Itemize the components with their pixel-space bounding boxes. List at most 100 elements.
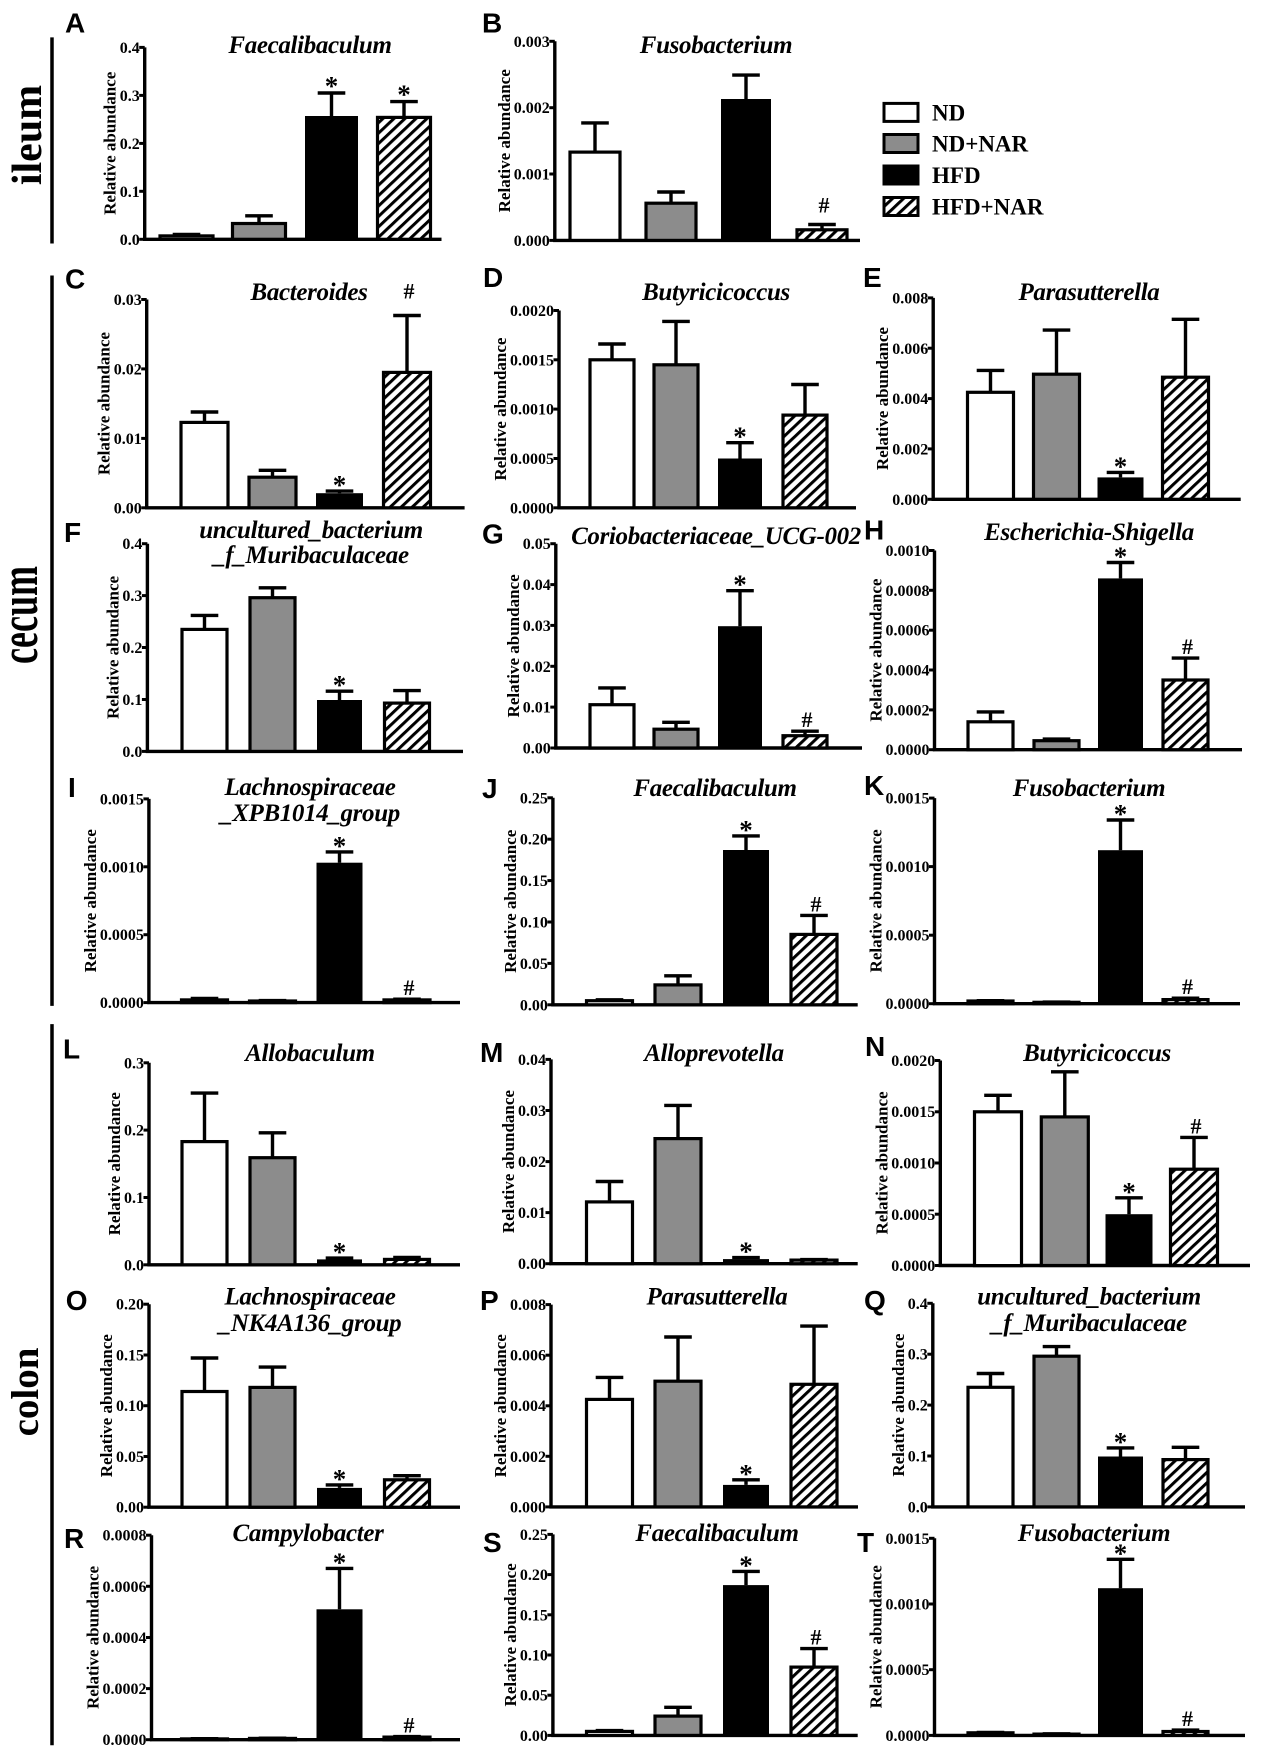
svg-text:Faecalibaculum: Faecalibaculum xyxy=(632,775,796,802)
svg-text:0.0000: 0.0000 xyxy=(103,1732,147,1749)
svg-text:0.05: 0.05 xyxy=(523,536,551,553)
svg-text:0.0005: 0.0005 xyxy=(510,451,554,468)
svg-text:M: M xyxy=(480,1037,503,1068)
svg-text:Relative abundance: Relative abundance xyxy=(872,1091,891,1235)
svg-text:0.10: 0.10 xyxy=(520,915,548,932)
svg-text:0.0010: 0.0010 xyxy=(891,1156,935,1173)
svg-text:0.0002: 0.0002 xyxy=(103,1681,147,1698)
svg-text:0.0000: 0.0000 xyxy=(891,1258,935,1275)
svg-text:0.3: 0.3 xyxy=(122,588,142,605)
svg-text:Relative abundance: Relative abundance xyxy=(103,576,122,720)
svg-text:0.15: 0.15 xyxy=(520,1607,548,1624)
svg-text:#: # xyxy=(404,1713,415,1738)
svg-text:#: # xyxy=(1191,1113,1202,1138)
svg-text:#: # xyxy=(1182,974,1193,999)
svg-text:0.05: 0.05 xyxy=(116,1449,144,1466)
svg-text:0.1: 0.1 xyxy=(124,1190,144,1207)
svg-text:0.00: 0.00 xyxy=(520,1728,548,1745)
svg-text:0.008: 0.008 xyxy=(892,290,928,307)
svg-text:0.4: 0.4 xyxy=(908,1296,928,1313)
svg-text:S: S xyxy=(483,1527,502,1558)
svg-text:G: G xyxy=(482,519,504,550)
svg-text:cecum: cecum xyxy=(0,566,49,664)
svg-text:0.001: 0.001 xyxy=(514,167,550,184)
svg-text:0.0005: 0.0005 xyxy=(886,1662,930,1679)
svg-text:*: * xyxy=(739,1550,753,1580)
svg-text:0.3: 0.3 xyxy=(908,1347,928,1364)
svg-text:Faecalibaculum: Faecalibaculum xyxy=(634,1520,798,1547)
svg-text:Fusobacterium: Fusobacterium xyxy=(639,32,792,59)
svg-text:0.25: 0.25 xyxy=(520,1527,548,1544)
svg-text:Campylobacter: Campylobacter xyxy=(233,1520,385,1547)
svg-text:uncultured_bacterium: uncultured_bacterium xyxy=(199,517,423,544)
svg-text:Alloprevotella: Alloprevotella xyxy=(642,1040,784,1067)
svg-text:0.00: 0.00 xyxy=(523,741,551,758)
svg-text:0.00: 0.00 xyxy=(116,1500,144,1517)
svg-text:#: # xyxy=(404,279,415,304)
svg-text:#: # xyxy=(819,193,830,218)
svg-text:0.3: 0.3 xyxy=(120,88,140,105)
svg-text:ND+NAR: ND+NAR xyxy=(932,132,1029,157)
svg-text:0.10: 0.10 xyxy=(116,1398,144,1415)
svg-text:0.0004: 0.0004 xyxy=(103,1630,147,1647)
svg-text:*: * xyxy=(1122,1177,1136,1207)
svg-text:*: * xyxy=(1114,542,1128,572)
svg-text:*: * xyxy=(1114,1538,1128,1568)
svg-text:Butyricicoccus: Butyricicoccus xyxy=(1022,1040,1171,1067)
svg-text:I: I xyxy=(68,772,76,803)
svg-text:0.0005: 0.0005 xyxy=(100,927,144,944)
svg-text:Allobaculum: Allobaculum xyxy=(243,1040,375,1067)
svg-text:Relative abundance: Relative abundance xyxy=(95,332,114,476)
svg-text:*: * xyxy=(397,80,411,110)
svg-text:Relative abundance: Relative abundance xyxy=(491,337,510,481)
svg-text:0.0000: 0.0000 xyxy=(886,742,930,759)
svg-text:HFD: HFD xyxy=(932,163,981,188)
svg-text:F: F xyxy=(64,517,81,548)
svg-text:Relative abundance: Relative abundance xyxy=(501,829,520,973)
svg-text:0.04: 0.04 xyxy=(523,577,551,594)
svg-text:0.2: 0.2 xyxy=(122,640,142,657)
svg-text:0.15: 0.15 xyxy=(520,873,548,890)
svg-text:L: L xyxy=(63,1033,80,1064)
svg-text:*: * xyxy=(739,815,753,845)
svg-text:Relative abundance: Relative abundance xyxy=(867,578,886,722)
svg-text:R: R xyxy=(64,1523,84,1554)
svg-text:Relative abundance: Relative abundance xyxy=(84,1566,103,1710)
svg-text:0.0000: 0.0000 xyxy=(886,996,930,1013)
svg-text:*: * xyxy=(739,1459,753,1489)
svg-text:Relative abundance: Relative abundance xyxy=(81,829,100,973)
svg-text:#: # xyxy=(404,975,415,1000)
svg-text:D: D xyxy=(483,262,503,293)
svg-text:*: * xyxy=(333,1547,347,1577)
svg-text:Relative abundance: Relative abundance xyxy=(867,1565,886,1709)
svg-text:_f_Muribaculaceae: _f_Muribaculaceae xyxy=(989,1310,1187,1337)
svg-text:E: E xyxy=(863,262,882,293)
svg-text:0.01: 0.01 xyxy=(518,1205,546,1222)
svg-text:0.25: 0.25 xyxy=(520,790,548,807)
svg-text:_XPB1014_group: _XPB1014_group xyxy=(218,800,400,827)
svg-text:0.002: 0.002 xyxy=(510,1449,546,1466)
svg-text:_NK4A136_group: _NK4A136_group xyxy=(217,1310,402,1337)
svg-text:0.04: 0.04 xyxy=(518,1052,546,1069)
svg-text:0.000: 0.000 xyxy=(892,492,928,509)
svg-text:0.1: 0.1 xyxy=(908,1449,928,1466)
svg-text:J: J xyxy=(482,773,498,804)
svg-text:0.03: 0.03 xyxy=(114,292,142,309)
svg-text:Relative abundance: Relative abundance xyxy=(501,1563,520,1707)
svg-text:*: * xyxy=(733,570,747,600)
svg-text:0.0010: 0.0010 xyxy=(510,402,554,419)
svg-text:0.008: 0.008 xyxy=(510,1297,546,1314)
svg-text:0.0020: 0.0020 xyxy=(510,303,554,320)
svg-text:#: # xyxy=(802,707,813,732)
svg-text:Parasutterella: Parasutterella xyxy=(1018,279,1160,306)
svg-text:0.003: 0.003 xyxy=(514,34,550,51)
svg-text:0.1: 0.1 xyxy=(120,184,140,201)
svg-text:0.000: 0.000 xyxy=(514,233,550,250)
svg-text:Relative abundance: Relative abundance xyxy=(504,574,523,718)
svg-text:0.0000: 0.0000 xyxy=(886,1728,930,1745)
svg-text:0.0005: 0.0005 xyxy=(886,928,930,945)
svg-text:0.0015: 0.0015 xyxy=(886,1531,930,1548)
svg-text:0.006: 0.006 xyxy=(892,341,928,358)
svg-text:B: B xyxy=(482,7,502,38)
svg-text:0.0002: 0.0002 xyxy=(886,702,930,719)
